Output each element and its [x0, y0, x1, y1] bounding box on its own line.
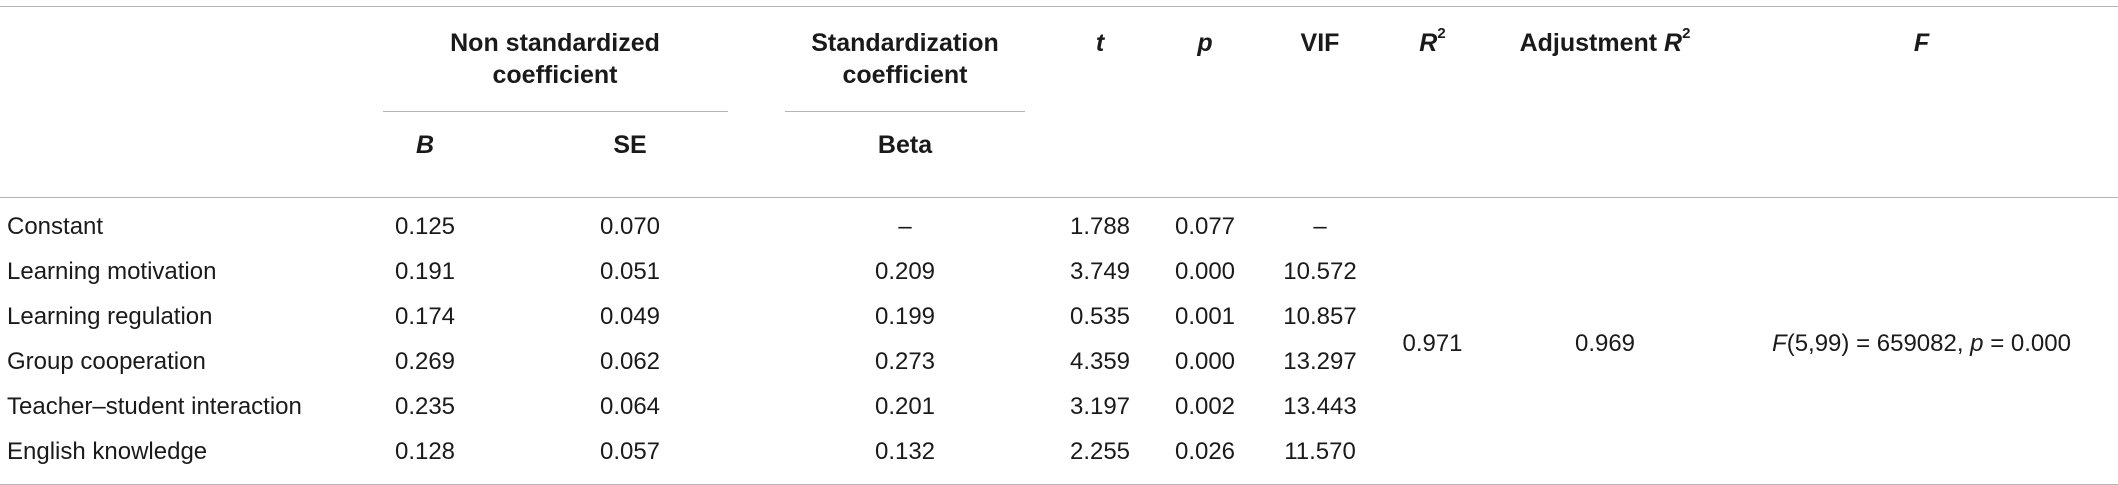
- cell-p: 0.002: [1174, 392, 1236, 420]
- table-row: Teacher–student interaction 0.235 0.064 …: [0, 384, 2118, 429]
- header-se: SE: [613, 131, 647, 159]
- std-group-rule: [785, 111, 1025, 112]
- header-row-1: Non standardized coefficient Standardiza…: [0, 6, 2118, 132]
- table-row: Group cooperation 0.269 0.062 0.273 4.35…: [0, 339, 2118, 384]
- cell-t: 2.255: [1069, 437, 1131, 465]
- cell-se: 0.057: [599, 437, 661, 465]
- row-label: Group cooperation: [7, 347, 206, 375]
- cell-se: 0.070: [599, 212, 661, 240]
- header-std-line1: Standardization: [811, 29, 999, 57]
- cell-b: 0.191: [394, 257, 456, 285]
- row-label: Teacher–student interaction: [7, 392, 302, 420]
- cell-beta: 0.201: [874, 392, 936, 420]
- header-std-coefficient: Standardization coefficient: [760, 7, 1050, 132]
- cell-beta: 0.273: [874, 347, 936, 375]
- cell-b: 0.235: [394, 392, 456, 420]
- header-f: F: [1913, 29, 1930, 57]
- cell-p: 0.026: [1174, 437, 1236, 465]
- cell-t: 1.788: [1069, 212, 1131, 240]
- cell-b: 0.125: [394, 212, 456, 240]
- header-variable: [0, 7, 350, 198]
- cell-se: 0.049: [599, 302, 661, 330]
- header-adjusted-r2: Adjustment R2: [1519, 25, 1691, 57]
- regression-table-figure: Non standardized coefficient Standardiza…: [0, 6, 2118, 485]
- regression-table: Non standardized coefficient Standardiza…: [0, 6, 2118, 485]
- cell-b: 0.269: [394, 347, 456, 375]
- cell-vif: 10.857: [1283, 302, 1357, 330]
- header-r2: R2: [1419, 25, 1446, 57]
- header-b: B: [415, 131, 435, 159]
- header-std-line2: coefficient: [842, 61, 968, 89]
- cell-beta: 0.209: [874, 257, 936, 285]
- cell-b: 0.174: [394, 302, 456, 330]
- cell-t: 3.749: [1069, 257, 1131, 285]
- cell-b: 0.128: [394, 437, 456, 465]
- row-label: Learning motivation: [7, 257, 217, 285]
- cell-adjusted-r2: 0.969: [1574, 330, 1636, 357]
- row-label: Learning regulation: [7, 302, 213, 330]
- cell-vif: 13.297: [1283, 347, 1357, 375]
- table-row: Constant 0.125 0.070 – 1.788 0.077 – 0.9…: [0, 198, 2118, 358]
- cell-se: 0.051: [599, 257, 661, 285]
- cell-t: 0.535: [1069, 302, 1131, 330]
- cell-vif: –: [1313, 212, 1327, 240]
- cell-p: 0.077: [1174, 212, 1236, 240]
- header-vif: VIF: [1300, 29, 1340, 57]
- cell-beta: 0.132: [874, 437, 936, 465]
- table-row: English knowledge 0.128 0.057 0.132 2.25…: [0, 429, 2118, 485]
- header-beta: Beta: [877, 131, 933, 159]
- cell-t: 4.359: [1069, 347, 1131, 375]
- header-nonstd-line2: coefficient: [492, 61, 618, 89]
- cell-beta: –: [898, 212, 912, 240]
- cell-vif: 13.443: [1283, 392, 1357, 420]
- cell-r2: 0.971: [1402, 330, 1463, 357]
- row-label: Constant: [7, 212, 104, 240]
- cell-p: 0.000: [1174, 347, 1236, 375]
- header-p: p: [1197, 29, 1213, 57]
- header-nonstd-line1: Non standardized: [450, 29, 660, 57]
- cell-t: 3.197: [1069, 392, 1131, 420]
- table-row: Learning regulation 0.174 0.049 0.199 0.…: [0, 294, 2118, 339]
- nonstd-group-rule: [382, 111, 728, 112]
- cell-f-statistic: F(5,99) = 659082, p = 0.000: [1772, 330, 2071, 357]
- cell-vif: 11.570: [1284, 437, 1356, 465]
- cell-se: 0.062: [599, 347, 661, 375]
- cell-p: 0.001: [1174, 302, 1236, 330]
- header-t: t: [1095, 29, 1105, 57]
- row-label: English knowledge: [7, 437, 208, 465]
- cell-se: 0.064: [599, 392, 661, 420]
- cell-beta: 0.199: [874, 302, 936, 330]
- table-row: Learning motivation 0.191 0.051 0.209 3.…: [0, 249, 2118, 294]
- cell-vif: 10.572: [1283, 257, 1357, 285]
- cell-p: 0.000: [1174, 257, 1236, 285]
- header-nonstd-coefficient: Non standardized coefficient: [350, 7, 760, 132]
